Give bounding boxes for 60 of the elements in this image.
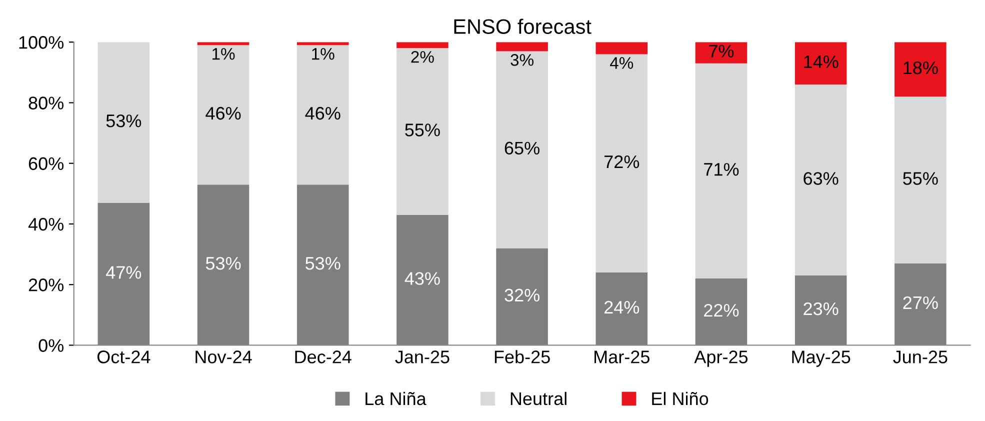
bar bbox=[695, 63, 748, 279]
data-label: 71% bbox=[704, 163, 739, 176]
bar bbox=[98, 42, 150, 203]
x-tick-label: Feb-25 bbox=[494, 350, 550, 364]
bar bbox=[894, 96, 946, 264]
data-label: 43% bbox=[404, 272, 440, 285]
data-label: 3% bbox=[510, 54, 534, 66]
y-tick-label: 100% bbox=[19, 36, 64, 49]
legend-label: Neutral bbox=[510, 392, 566, 406]
y-tick-label: 20% bbox=[28, 278, 64, 292]
bar bbox=[396, 48, 448, 215]
bar bbox=[894, 42, 946, 97]
data-label: 32% bbox=[504, 288, 540, 302]
data-label: 46% bbox=[206, 106, 241, 120]
y-tick-label: 0% bbox=[38, 339, 64, 352]
data-label: 2% bbox=[411, 51, 434, 63]
x-tick-label: May-25 bbox=[792, 350, 850, 367]
bar bbox=[296, 45, 349, 185]
data-label: 55% bbox=[903, 172, 938, 185]
data-label: 53% bbox=[106, 114, 142, 128]
bar bbox=[596, 42, 648, 54]
y-tick-label: 80% bbox=[28, 96, 64, 110]
y-tick-label: 60% bbox=[28, 157, 64, 170]
x-tick-label: Nov-24 bbox=[196, 350, 252, 364]
data-label: 14% bbox=[804, 55, 838, 68]
data-label: 22% bbox=[704, 304, 739, 317]
data-label: 63% bbox=[804, 172, 838, 185]
data-label: 24% bbox=[604, 300, 640, 314]
bar bbox=[496, 42, 548, 52]
data-label: 53% bbox=[206, 256, 241, 270]
bar bbox=[396, 42, 448, 48]
bar bbox=[197, 45, 250, 185]
data-label: 27% bbox=[903, 296, 938, 310]
y-tick-label: 40% bbox=[28, 218, 64, 231]
x-tick-label: Dec-24 bbox=[295, 350, 352, 364]
x-tick-label: Apr-25 bbox=[694, 350, 748, 367]
chart-title: ENSO forecast bbox=[454, 18, 592, 34]
bar bbox=[496, 51, 548, 248]
data-label: 1% bbox=[312, 48, 334, 60]
data-label: 18% bbox=[904, 61, 938, 74]
data-label: 72% bbox=[604, 155, 640, 168]
data-label: 47% bbox=[106, 266, 142, 279]
legend-label: La Niña bbox=[366, 392, 426, 406]
x-tick-label: Jun-25 bbox=[893, 350, 948, 364]
data-label: 46% bbox=[305, 106, 340, 120]
x-tick-label: Jan-25 bbox=[395, 350, 450, 364]
x-tick-label: Oct-24 bbox=[97, 350, 150, 364]
x-tick-label: Mar-25 bbox=[594, 350, 650, 364]
bar bbox=[794, 42, 847, 85]
bar bbox=[596, 54, 648, 272]
data-label: 7% bbox=[709, 44, 734, 58]
data-label: 4% bbox=[610, 57, 634, 69]
data-label: 55% bbox=[405, 124, 440, 136]
legend-label: El Niño bbox=[652, 392, 708, 406]
data-label: 23% bbox=[804, 302, 838, 316]
bar bbox=[695, 42, 748, 64]
data-label: 1% bbox=[212, 48, 235, 60]
data-label: 65% bbox=[504, 142, 540, 155]
data-label: 53% bbox=[306, 256, 340, 270]
bar bbox=[794, 84, 847, 276]
